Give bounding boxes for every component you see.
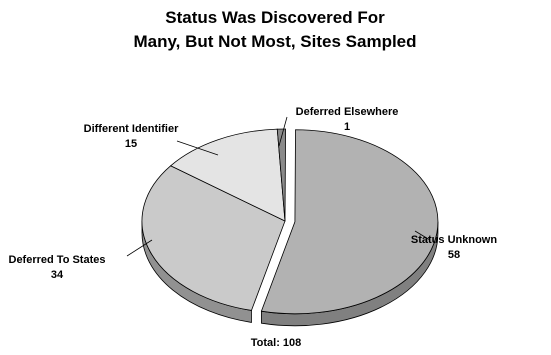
slice-label-name-2: Different Identifier: [84, 123, 179, 135]
pie-slice-different-identifier: [169, 128, 286, 222]
pie-slice-deferred-elsewhere: [276, 128, 286, 222]
slice-label-value-2: 15: [125, 138, 137, 150]
slice-label-name-3: Deferred Elsewhere: [296, 106, 399, 118]
chart-title-line-2: Many, But Not Most, Sites Sampled: [133, 32, 416, 51]
slice-label-value-0: 58: [448, 249, 460, 261]
leader-line-different-identifier: [176, 140, 219, 156]
slice-label-name-0: Status Unknown: [411, 234, 497, 246]
pie-slice-status-unknown: [260, 129, 439, 315]
chart-title-line-1: Status Was Discovered For: [165, 8, 385, 27]
leader-line-deferred-to-states: [126, 239, 153, 257]
leader-line-status-unknown: [414, 230, 431, 241]
slice-label-name-1: Deferred To States: [9, 254, 106, 266]
slice-label-value-3: 1: [344, 121, 350, 133]
slice-label-value-1: 34: [51, 269, 64, 281]
pie-slices: [141, 128, 439, 327]
pie-slice-deferred-to-states: [141, 165, 286, 311]
leader-line-deferred-elsewhere: [278, 116, 288, 147]
chart-total: Total: 108: [251, 337, 302, 349]
